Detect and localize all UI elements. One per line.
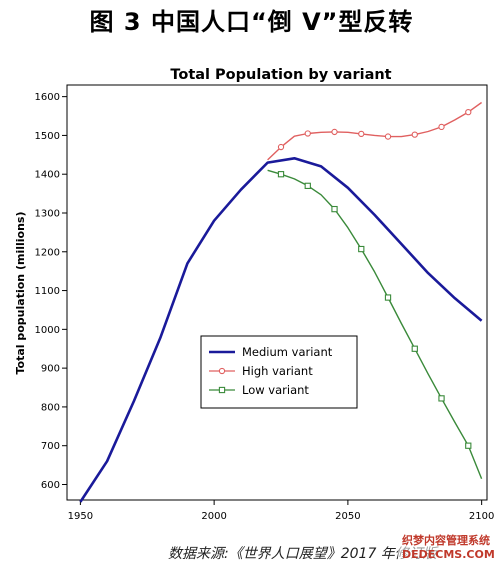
high-variant-point <box>304 130 311 137</box>
watermark: 织梦内容管理系统 DEDECMS.COM <box>398 530 503 566</box>
legend-label-medium-variant: Medium variant <box>242 345 333 359</box>
legend-marker-low-variant <box>218 386 226 394</box>
low-variant-point <box>384 294 392 301</box>
high-variant-point <box>384 133 392 140</box>
high-variant-point <box>358 130 365 138</box>
x-tick-label: 2100 <box>469 511 494 522</box>
low-variant-point <box>465 442 472 449</box>
high-variant-point <box>277 143 285 151</box>
high-variant-point <box>438 123 445 131</box>
watermark-line2: DEDECMS.COM <box>402 548 495 561</box>
watermark-line1: 织梦内容管理系统 <box>402 534 490 547</box>
low-variant-point <box>277 171 285 178</box>
x-tick-label: 1950 <box>68 511 93 522</box>
plot-frame <box>66 84 488 501</box>
y-tick-label: 600 <box>41 480 60 491</box>
legend-box <box>200 335 358 409</box>
chart-title: Total Population by variant <box>170 67 391 83</box>
legend-marker-high-variant <box>218 367 226 375</box>
y-tick-label: 700 <box>41 441 60 452</box>
figure-title: 图 3 中国人口“倒 V”型反转 <box>89 8 414 36</box>
y-tick-label: 800 <box>41 402 60 413</box>
legend-label-high-variant: High variant <box>242 364 313 378</box>
low-variant-point <box>438 395 445 402</box>
y-tick-label: 1100 <box>35 286 60 297</box>
y-tick-label: 1600 <box>35 92 60 103</box>
high-variant-point <box>331 128 338 136</box>
medium-variant-line <box>79 157 483 503</box>
source-note: 数据来源:《世界人口展望》2017 年修订版 <box>168 546 437 562</box>
y-tick-label: 1000 <box>35 325 60 336</box>
y-tick-label: 1200 <box>35 247 60 258</box>
x-tick-label: 2050 <box>335 511 360 522</box>
x-tick-label: 2000 <box>201 511 226 522</box>
y-axis-ticks: 600 700 800 900 1000 1100 1200 1300 1400 1500 1600 <box>35 92 67 491</box>
y-tick-label: 900 <box>41 364 60 375</box>
legend: Medium variant High variant Low variant <box>200 335 358 409</box>
low-variant-point <box>358 245 365 253</box>
x-axis-ticks: 1950 2000 2050 2100 <box>68 500 494 522</box>
low-variant-point <box>411 345 418 352</box>
high-variant-line <box>267 101 483 161</box>
series-layer <box>79 101 483 503</box>
legend-label-low-variant: Low variant <box>242 383 309 397</box>
y-tick-label: 1300 <box>35 208 60 219</box>
high-variant-point <box>465 108 472 116</box>
low-variant-point <box>304 182 311 189</box>
low-variant-line <box>267 169 483 479</box>
high-variant-point <box>411 131 418 138</box>
low-variant-point <box>331 205 338 213</box>
y-axis-label: Total population (millions) <box>14 212 27 375</box>
y-tick-label: 1500 <box>35 131 60 142</box>
y-tick-label: 1400 <box>35 170 60 181</box>
